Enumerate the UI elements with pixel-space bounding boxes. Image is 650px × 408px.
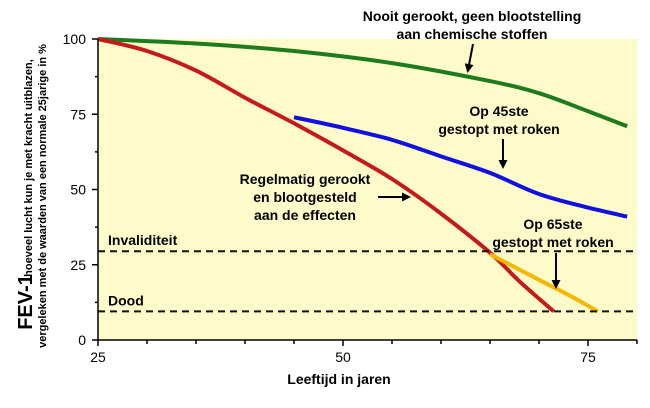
threshold-label-invaliditeit: Invaliditeit <box>108 232 178 248</box>
series-line-smoker <box>97 37 556 313</box>
plot-background <box>98 39 637 340</box>
x-tick-label: 25 <box>90 349 106 365</box>
y-tick-label: 50 <box>70 182 86 198</box>
annotation-smoker-line3: aan de effecten <box>254 207 356 223</box>
y-tick-label: 0 <box>78 332 86 348</box>
annotation-smoker-line2: en blootgesteld <box>253 189 356 205</box>
x-axis-title: Leeftijd in jaren <box>287 371 390 387</box>
annotation-smoker-line1: Regelmatig gerookt <box>240 171 371 187</box>
annotation-quit65-line2: gestopt met roken <box>492 234 613 250</box>
threshold-layer: Invaliditeit Dood <box>98 232 637 313</box>
threshold-label-dood: Dood <box>108 292 144 308</box>
series-line-quit45 <box>293 115 628 219</box>
y-axis-title-line2: vergeleken met de waarden van een normal… <box>37 44 49 348</box>
y-tick-label: 100 <box>63 31 87 47</box>
annotation-quit45-line1: Op 45ste <box>469 103 528 119</box>
annotation-quit65-line1: Op 65ste <box>523 216 582 232</box>
x-tick-label: 50 <box>335 349 351 365</box>
y-tick-label: 25 <box>70 257 86 273</box>
arrow-never-smoked <box>464 43 474 73</box>
annotation-quit45-line2: gestopt met roken <box>438 121 559 137</box>
annotation-never-smoked-line2: aan chemische stoffen <box>397 26 548 42</box>
y-axis-title-line1: hoeveel lucht kun je met kracht uitblaze… <box>23 59 35 277</box>
annotation-never-smoked-line1: Nooit gerookt, geen blootstelling <box>363 8 582 24</box>
y-axis-title-main: FEV-1 <box>15 274 37 330</box>
series-line-never <box>97 37 628 129</box>
y-tick-label: 75 <box>70 106 86 122</box>
x-tick-label: 75 <box>580 349 596 365</box>
series-layer <box>97 37 628 314</box>
